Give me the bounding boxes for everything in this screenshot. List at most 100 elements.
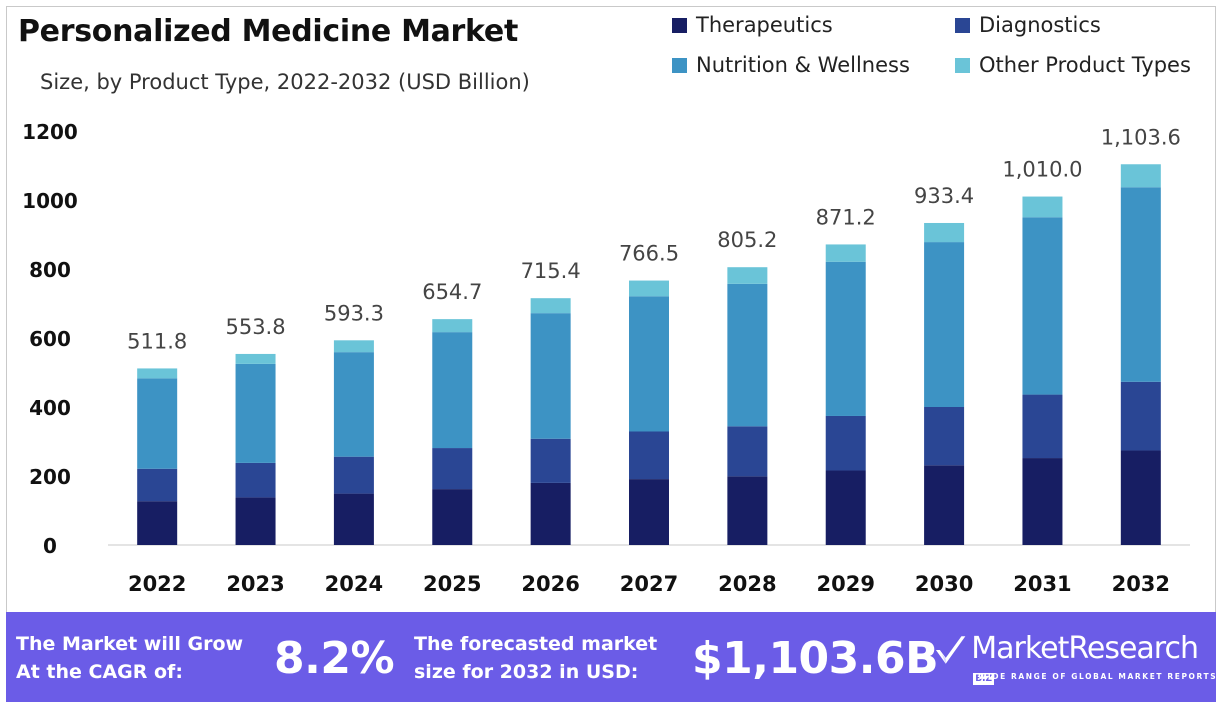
- cagr-value: 8.2%: [274, 633, 395, 684]
- bar-segment: [1022, 394, 1063, 459]
- x-tick-label: 2025: [423, 572, 481, 596]
- bar-segment: [1120, 450, 1161, 545]
- x-tick-label: 2026: [521, 572, 579, 596]
- forecast-label-line1: The forecasted market: [414, 633, 658, 655]
- bar-segment: [727, 476, 768, 545]
- bar-segment: [235, 363, 276, 463]
- bar-segment: [1022, 196, 1063, 218]
- chart-subtitle: Size, by Product Type, 2022-2032 (USD Bi…: [40, 70, 530, 94]
- brand-text: MarketResearch BIZ: [971, 632, 1216, 685]
- bar-segment: [432, 319, 473, 333]
- bar-segment: [530, 298, 571, 314]
- bar-segment: [727, 426, 768, 477]
- bar-segment: [235, 353, 276, 364]
- cagr-label-line2: At the CAGR of:: [16, 661, 183, 683]
- total-data-label: 654.7: [422, 280, 482, 304]
- y-tick-label: 600: [29, 327, 71, 351]
- bar-segment: [432, 332, 473, 449]
- total-data-label: 1,010.0: [1002, 158, 1082, 182]
- y-tick-label: 1200: [22, 120, 78, 144]
- legend-item-other-product-types: Other Product Types: [955, 53, 1191, 77]
- x-tick-label: 2023: [226, 572, 284, 596]
- x-tick-label: 2022: [128, 572, 186, 596]
- brand-name: MarketResearch: [971, 631, 1199, 666]
- forecast-label: The forecasted market size for 2032 in U…: [414, 630, 657, 686]
- legend-swatch-other-product-types: [955, 57, 970, 73]
- bar-segment: [629, 479, 669, 545]
- bar-segment: [1120, 164, 1161, 188]
- bar-segment: [432, 448, 473, 490]
- checkmark-logo-icon: [935, 636, 966, 664]
- bar-segment: [924, 465, 965, 545]
- legend-item-nutrition-wellness: Nutrition & Wellness: [672, 53, 910, 77]
- bar-segment: [727, 267, 768, 284]
- bar-segment: [924, 407, 965, 466]
- total-data-label: 1,103.6: [1101, 125, 1181, 149]
- bar-segment: [530, 482, 571, 545]
- total-data-label: 805.2: [717, 228, 777, 252]
- brand-badge: BIZ: [973, 673, 994, 685]
- y-tick-label: 0: [43, 534, 57, 558]
- brand-logo[interactable]: MarketResearch BIZ WIDE RANGE OF GLOBAL M…: [932, 632, 1216, 685]
- bar-segment: [137, 368, 178, 379]
- x-tick-label: 2027: [620, 572, 678, 596]
- legend-label-nutrition-wellness: Nutrition & Wellness: [696, 53, 910, 77]
- x-tick-label: 2028: [718, 572, 776, 596]
- forecast-label-line2: size for 2032 in USD:: [414, 661, 639, 683]
- y-tick-label: 1000: [22, 189, 78, 213]
- y-tick-label: 200: [29, 465, 71, 489]
- legend-item-diagnostics: Diagnostics: [955, 13, 1101, 37]
- total-data-label: 511.8: [127, 329, 187, 353]
- bar-segment: [629, 296, 669, 432]
- summary-banner: The Market will Grow At the CAGR of: 8.2…: [6, 612, 1216, 702]
- legend-label-therapeutics: Therapeutics: [696, 13, 833, 37]
- total-data-label: 766.5: [619, 242, 679, 266]
- legend-swatch-therapeutics: [672, 17, 687, 33]
- legend-swatch-diagnostics: [955, 17, 970, 33]
- total-data-label: 715.4: [521, 259, 581, 283]
- bar-segment: [235, 497, 276, 545]
- bar-segment: [137, 378, 178, 469]
- total-data-label: 933.4: [914, 184, 974, 208]
- bar-segment: [333, 340, 374, 353]
- y-tick-label: 800: [29, 258, 71, 282]
- total-data-label: 871.2: [816, 205, 876, 229]
- x-tick-label: 2031: [1013, 572, 1071, 596]
- bar-segment: [825, 261, 866, 416]
- bar-segment: [530, 438, 571, 483]
- bar-segment: [333, 493, 374, 545]
- x-tick-label: 2024: [325, 572, 383, 596]
- bar-segment: [432, 489, 473, 545]
- bar-segment: [629, 431, 669, 480]
- legend-item-therapeutics: Therapeutics: [672, 13, 833, 37]
- bar-segment: [825, 244, 866, 262]
- bar-segment: [1120, 381, 1161, 451]
- cagr-label: The Market will Grow At the CAGR of:: [16, 630, 243, 686]
- x-tick-label: 2030: [915, 572, 973, 596]
- bar-segment: [137, 468, 178, 502]
- brand-tagline: WIDE RANGE OF GLOBAL MARKET REPORTS: [978, 672, 1218, 681]
- bar-segment: [530, 313, 571, 439]
- bar-segment: [235, 462, 276, 498]
- bar-segment: [924, 242, 965, 407]
- bar-segment: [137, 501, 178, 545]
- chart-title: Personalized Medicine Market: [18, 14, 518, 49]
- total-data-label: 553.8: [225, 315, 285, 339]
- bar-segment: [727, 283, 768, 427]
- bar-segment: [1022, 458, 1063, 545]
- bar-segment: [825, 415, 866, 471]
- x-tick-label: 2032: [1112, 572, 1170, 596]
- bar-segment: [825, 470, 866, 545]
- total-data-label: 593.3: [324, 301, 384, 325]
- chart-plot: 0 200 400 600 800 1000 1200 511.8 2022 553.8 2023 5…: [22, 120, 1190, 596]
- bar-segment: [1022, 217, 1063, 395]
- x-tick-label: 2029: [817, 572, 875, 596]
- forecast-value: $1,103.6B: [692, 633, 939, 684]
- legend-swatch-nutrition-wellness: [672, 57, 687, 73]
- bar-segment: [924, 222, 965, 243]
- bar-segment: [629, 280, 669, 297]
- legend-label-diagnostics: Diagnostics: [979, 13, 1101, 37]
- bar-segment: [333, 456, 374, 494]
- legend-label-other-product-types: Other Product Types: [979, 53, 1191, 77]
- bar-segment: [1120, 187, 1161, 382]
